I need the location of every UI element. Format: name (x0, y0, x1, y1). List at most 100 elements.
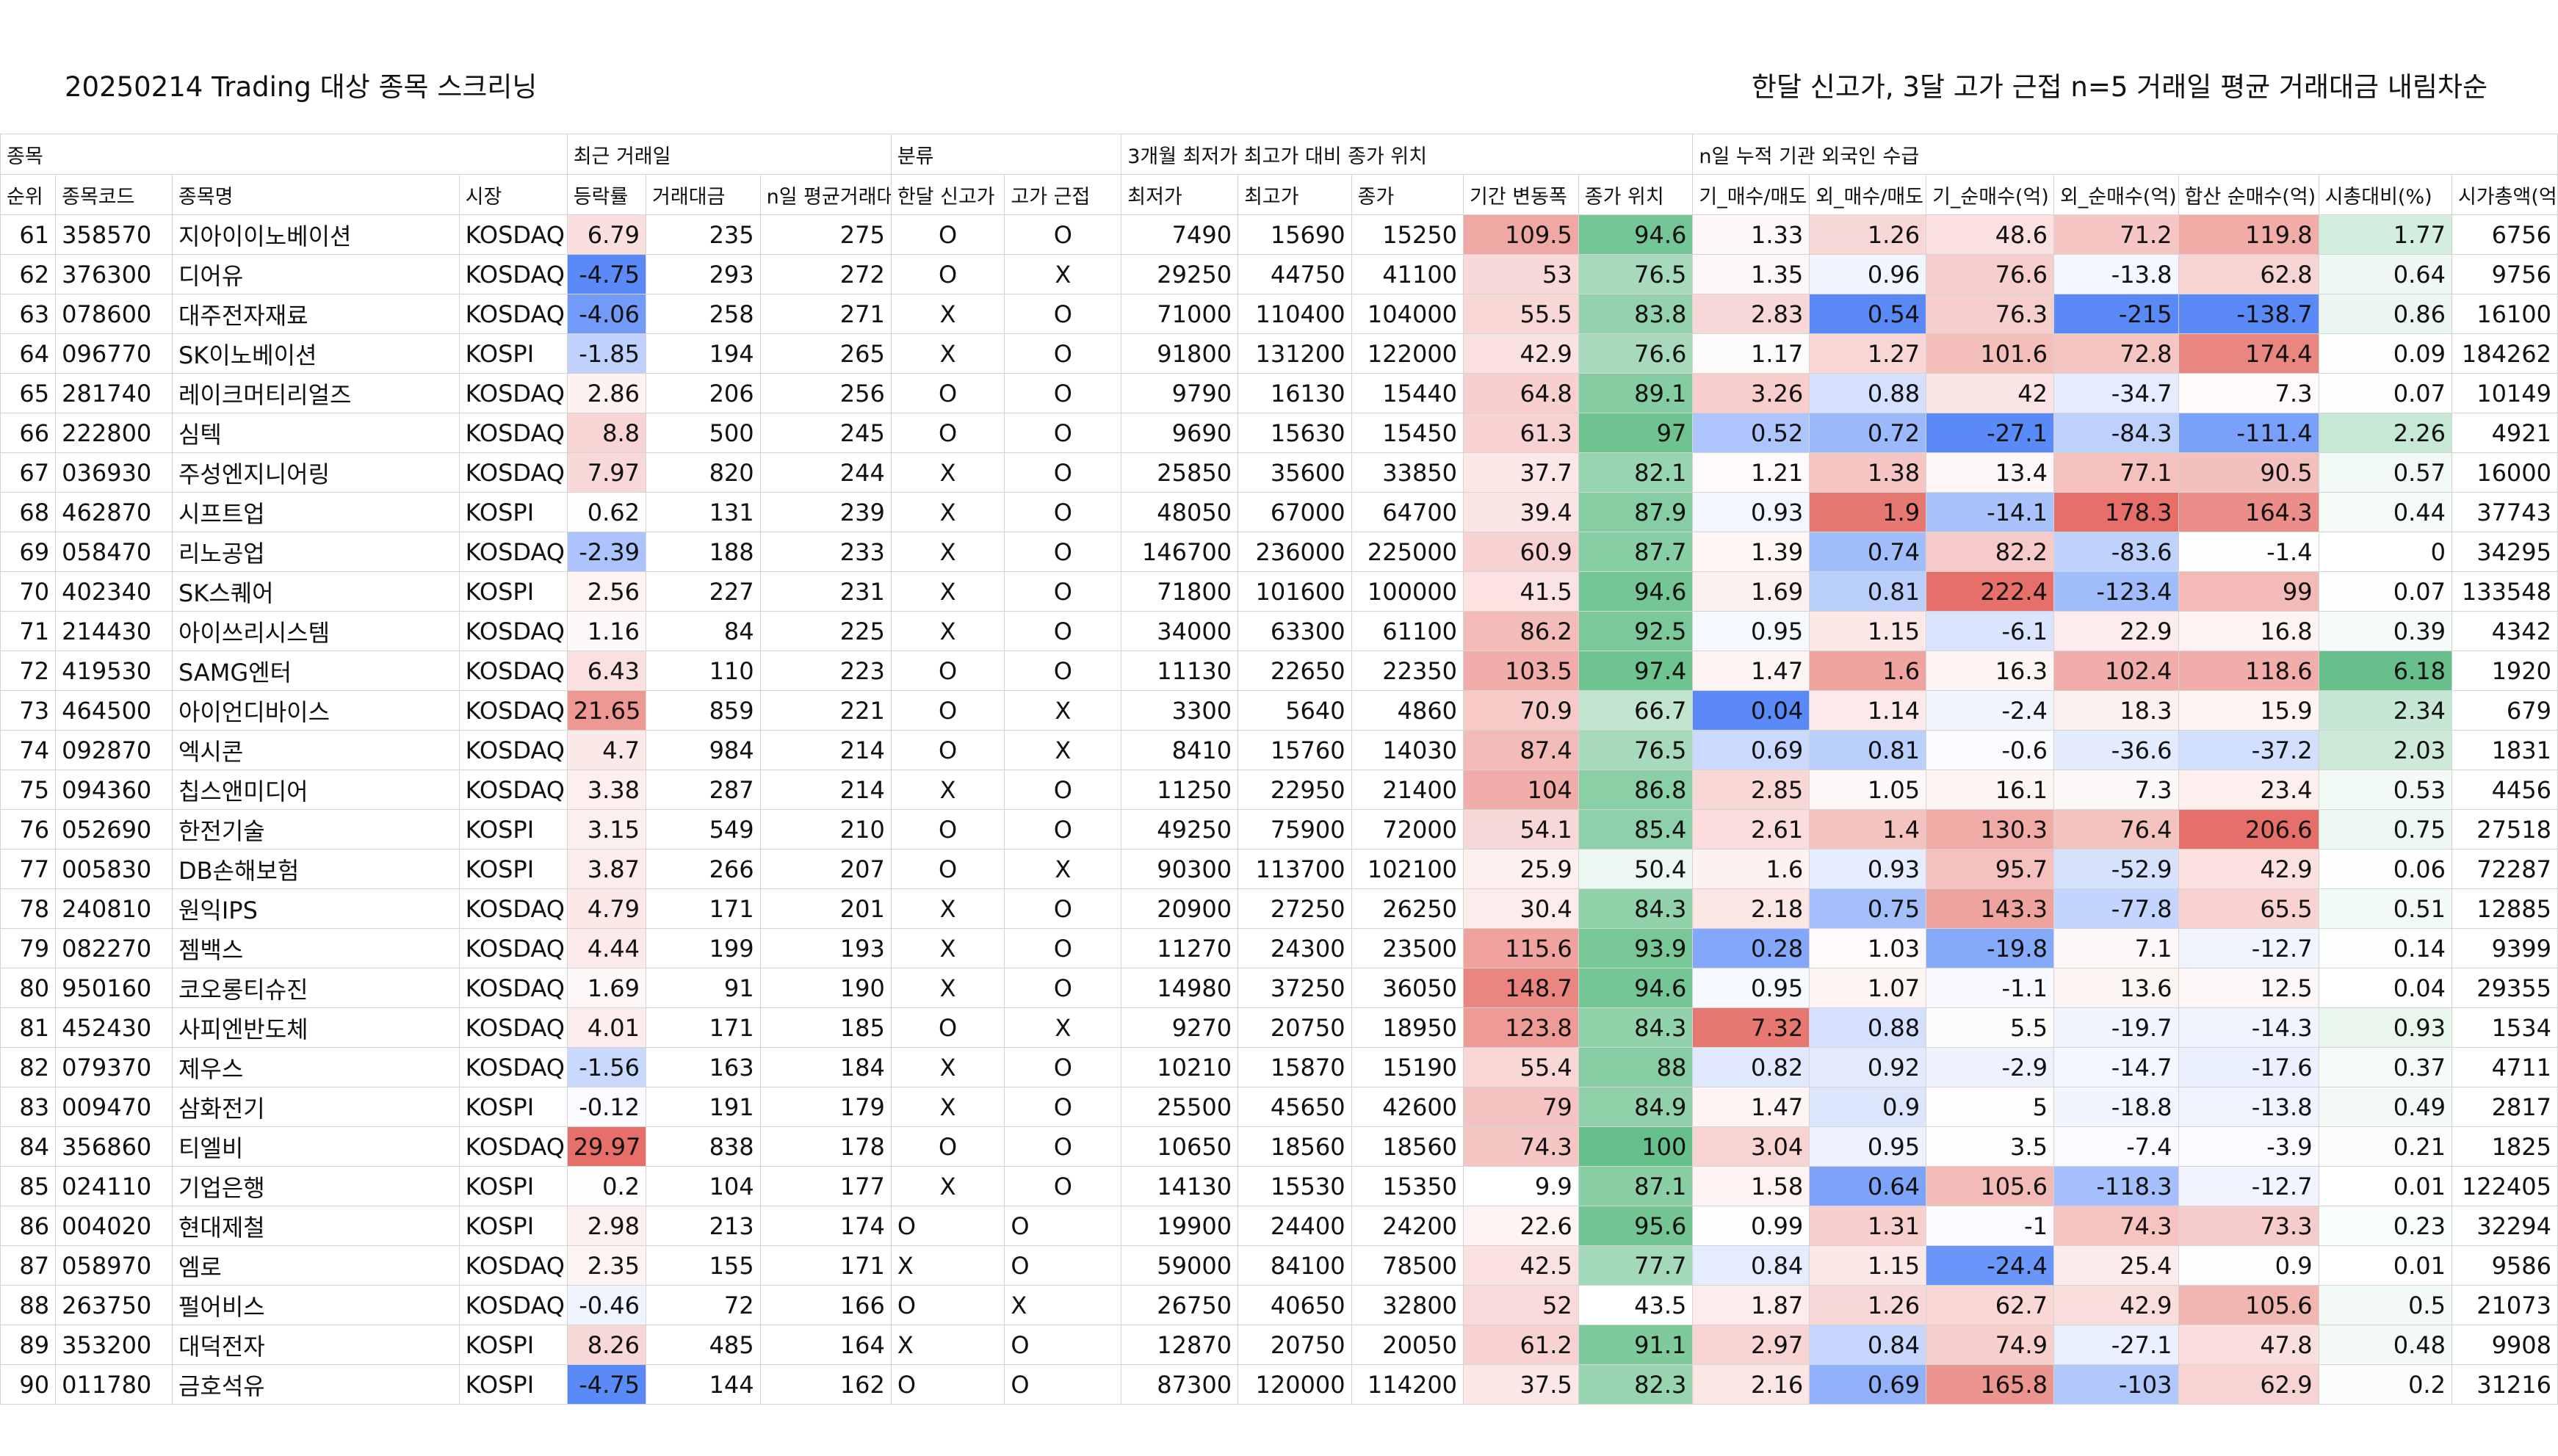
column-header[interactable]: 합산 순매수(억) (2178, 174, 2319, 215)
table-row[interactable]: 66 222800 심텍 KOSDAQ 8.8 500 245 O O 9690 15630 1545… (0, 413, 2558, 453)
table-row[interactable]: 65 281740 레이크머티리얼즈 KOSDAQ 2.86 206 256 O O 9790 16… (0, 373, 2558, 413)
code-cell: 058970 (55, 1245, 173, 1286)
column-header[interactable]: 종목코드 (55, 174, 173, 215)
name-cell: 한전기술 (171, 809, 460, 850)
mcap-cell: 34295 (2451, 532, 2558, 572)
change-cell: 6.43 (566, 651, 647, 691)
table-row[interactable]: 82 079370 제우스 KOSDAQ -1.56 163 184 X O 10210 15870… (0, 1047, 2558, 1087)
mcap-cell: 1534 (2451, 1007, 2558, 1048)
table-row[interactable]: 78 240810 원익IPS KOSDAQ 4.79 171 201 X O 20900 2725… (0, 888, 2558, 929)
range-cell: 53 (1463, 254, 1579, 294)
column-header[interactable]: 기_매수/매도 (1692, 174, 1810, 215)
range-cell: 61.3 (1463, 413, 1579, 453)
column-header[interactable]: 기_순매수(억) (1926, 174, 2054, 215)
low-cell: 49250 (1121, 809, 1239, 850)
table-row[interactable]: 79 082270 젬백스 KOSDAQ 4.44 199 193 X O 11270 24300 2… (0, 928, 2558, 968)
table-row[interactable]: 84 356860 티엘비 KOSDAQ 29.97 838 178 O O 10650 18560… (0, 1126, 2558, 1167)
table-row[interactable]: 83 009470 삼화전기 KOSPI -0.12 191 179 X O 25500 45650… (0, 1087, 2558, 1127)
column-header[interactable]: 시가총액(억) (2451, 174, 2558, 215)
mcap-ratio-cell: 0.57 (2318, 452, 2452, 493)
range-cell: 39.4 (1463, 492, 1579, 532)
table-row[interactable]: 74 092870 엑시콘 KOSDAQ 4.7 984 214 O X 8410 15760 140… (0, 730, 2558, 770)
total-net-cell: 47.8 (2178, 1325, 2319, 1365)
name-cell: 레이크머티리얼즈 (171, 373, 460, 413)
column-header[interactable]: 외_매수/매도 (1809, 174, 1927, 215)
value-cell: 199 (646, 928, 761, 968)
range-cell: 25.9 (1463, 849, 1579, 889)
avg-value-cell: 231 (759, 571, 892, 612)
low-cell: 91800 (1121, 333, 1239, 374)
avg-value-cell: 272 (759, 254, 892, 294)
table-row[interactable]: 62 376300 디어유 KOSDAQ -4.75 293 272 O X 29250 44750… (0, 254, 2558, 294)
near-high-cell: O (1004, 928, 1122, 968)
table-row[interactable]: 90 011780 금호석유 KOSPI -4.75 144 162 O O 87300 12000… (0, 1364, 2558, 1405)
table-row[interactable]: 72 419530 SAMG엔터 KOSDAQ 6.43 110 223 O O 11130 226… (0, 651, 2558, 691)
total-net-cell: -14.3 (2178, 1007, 2319, 1048)
value-cell: 171 (646, 888, 761, 929)
new-high-cell: O (890, 1126, 1005, 1167)
avg-value-cell: 245 (759, 413, 892, 453)
market-cell: KOSDAQ (458, 611, 568, 651)
column-header[interactable]: 최고가 (1238, 174, 1352, 215)
column-header[interactable]: 기간 변동폭 (1463, 174, 1579, 215)
value-cell: 110 (646, 651, 761, 691)
table-row[interactable]: 63 078600 대주전자재료 KOSDAQ -4.06 258 271 X O 71000 11… (0, 294, 2558, 334)
code-cell: 082270 (55, 928, 173, 968)
table-row[interactable]: 73 464500 아이언디바이스 KOSDAQ 21.65 859 221 O X 3300 56… (0, 690, 2558, 731)
table-row[interactable]: 87 058970 엠로 KOSDAQ 2.35 155 171 X O 59000 84100 78… (0, 1245, 2558, 1286)
table-row[interactable]: 70 402340 SK스퀘어 KOSPI 2.56 227 231 X O 71800 10160… (0, 571, 2558, 612)
column-header[interactable]: 한달 신고가 (890, 174, 1005, 215)
table-row[interactable]: 77 005830 DB손해보험 KOSPI 3.87 266 207 O X 90300 1137… (0, 849, 2558, 889)
range-cell: 70.9 (1463, 690, 1579, 731)
column-header[interactable]: 종가 (1351, 174, 1464, 215)
inst-ratio-cell: 1.35 (1692, 254, 1810, 294)
mcap-cell: 10149 (2451, 373, 2558, 413)
total-net-cell: 73.3 (2178, 1206, 2319, 1246)
code-cell: 402340 (55, 571, 173, 612)
rank-cell: 78 (0, 888, 57, 929)
table-row[interactable]: 61 358570 지아이이노베이션 KOSDAQ 6.79 235 275 O O 7490 15… (0, 214, 2558, 255)
inst-ratio-cell: 1.87 (1692, 1285, 1810, 1325)
range-cell: 64.8 (1463, 373, 1579, 413)
table-row[interactable]: 80 950160 코오롱티슈진 KOSDAQ 1.69 91 190 X O 14980 3725… (0, 968, 2558, 1008)
table-row[interactable]: 67 036930 주성엔지니어링 KOSDAQ 7.97 820 244 X O 25850 35… (0, 452, 2558, 493)
column-header[interactable]: 순위 (0, 174, 57, 215)
table-row[interactable]: 88 263750 펄어비스 KOSDAQ -0.46 72 166 O X 26750 40650… (0, 1285, 2558, 1325)
column-header[interactable]: 거래대금 (646, 174, 761, 215)
inst-net-cell: -19.8 (1926, 928, 2054, 968)
column-header[interactable]: 시총대비(%) (2318, 174, 2452, 215)
column-header[interactable]: 외_순매수(억) (2053, 174, 2179, 215)
rank-cell: 79 (0, 928, 57, 968)
group-header: 분류 (890, 134, 1122, 175)
table-row[interactable]: 68 462870 시프트업 KOSPI 0.62 131 239 X O 48050 67000 6… (0, 492, 2558, 532)
name-cell: 아이쓰리시스템 (171, 611, 460, 651)
range-cell: 87.4 (1463, 730, 1579, 770)
mcap-ratio-cell: 0.48 (2318, 1325, 2452, 1365)
table-row[interactable]: 81 452430 사피엔반도체 KOSDAQ 4.01 171 185 O X 9270 2075… (0, 1007, 2558, 1048)
group-header-row: 종목 최근 거래일 분류 3개월 최저가 최고가 대비 종가 위치 n일 누적 기관 외… (0, 134, 2558, 175)
near-high-cell: O (1004, 571, 1122, 612)
table-row[interactable]: 75 094360 칩스앤미디어 KOSDAQ 3.38 287 214 X O 11250 229… (0, 769, 2558, 810)
column-header[interactable]: 최저가 (1121, 174, 1239, 215)
table-row[interactable]: 76 052690 한전기술 KOSPI 3.15 549 210 O O 49250 75900 7… (0, 809, 2558, 850)
column-header[interactable]: 등락률 (566, 174, 647, 215)
column-header[interactable]: 시장 (458, 174, 568, 215)
avg-value-cell: 210 (759, 809, 892, 850)
name-cell: 아이언디바이스 (171, 690, 460, 731)
column-header[interactable]: 종목명 (171, 174, 460, 215)
close-cell: 15350 (1351, 1166, 1464, 1206)
table-row[interactable]: 69 058470 리노공업 KOSDAQ -2.39 188 233 X O 146700 236… (0, 532, 2558, 572)
change-cell: 1.16 (566, 611, 647, 651)
value-cell: 859 (646, 690, 761, 731)
table-row[interactable]: 71 214430 아이쓰리시스템 KOSDAQ 1.16 84 225 X O 34000 633… (0, 611, 2558, 651)
table-row[interactable]: 86 004020 현대제철 KOSPI 2.98 213 174 O O 19900 24400 2… (0, 1206, 2558, 1246)
table-row[interactable]: 85 024110 기업은행 KOSPI 0.2 104 177 X O 14130 15530 15… (0, 1166, 2558, 1206)
total-net-cell: 174.4 (2178, 333, 2319, 374)
column-header[interactable]: 고가 근접 (1004, 174, 1122, 215)
market-cell: KOSPI (458, 1364, 568, 1405)
column-header[interactable]: 종가 위치 (1578, 174, 1694, 215)
table-row[interactable]: 89 353200 대덕전자 KOSPI 8.26 485 164 X O 12870 20750 2… (0, 1325, 2558, 1365)
close-position-cell: 43.5 (1578, 1285, 1694, 1325)
table-row[interactable]: 64 096770 SK이노베이션 KOSPI -1.85 194 265 X O 91800 13… (0, 333, 2558, 374)
